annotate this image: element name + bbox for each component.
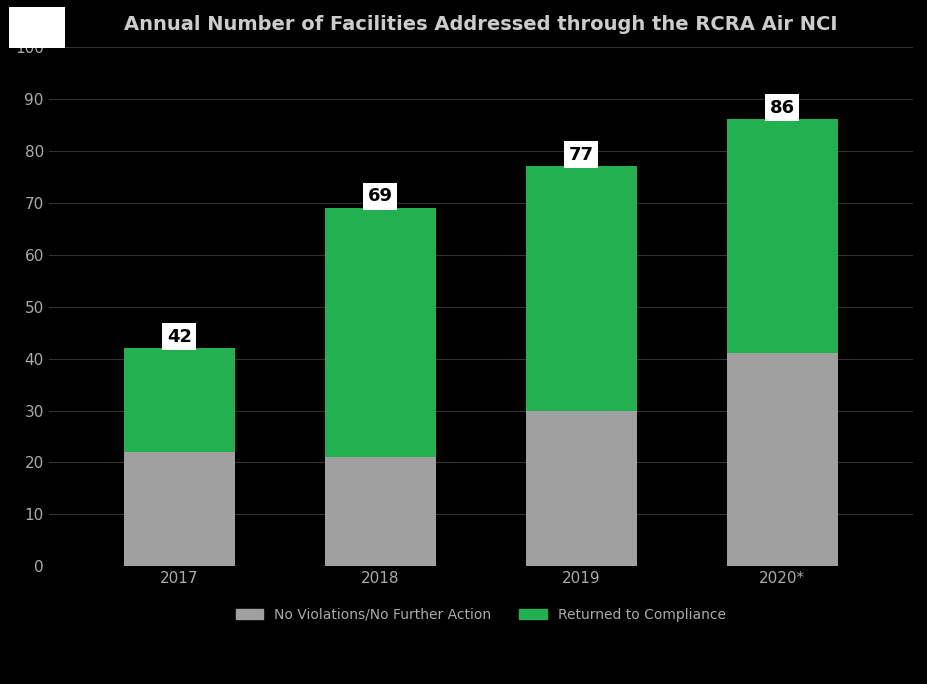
Bar: [324, 208, 435, 458]
Text: 77: 77: [568, 146, 593, 163]
Bar: [726, 354, 837, 566]
Bar: [526, 410, 636, 566]
Legend: No Violations/No Further Action, Returned to Compliance: No Violations/No Further Action, Returne…: [230, 602, 731, 627]
Bar: [124, 452, 235, 566]
Text: 42: 42: [167, 328, 192, 345]
Bar: [324, 458, 435, 566]
Text: 69: 69: [367, 187, 392, 205]
Bar: [726, 120, 837, 354]
Bar: [526, 166, 636, 410]
Text: 86: 86: [769, 98, 794, 117]
Title: Annual Number of Facilities Addressed through the RCRA Air NCI: Annual Number of Facilities Addressed th…: [124, 15, 837, 34]
Bar: [124, 348, 235, 452]
